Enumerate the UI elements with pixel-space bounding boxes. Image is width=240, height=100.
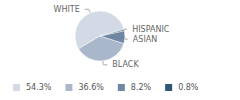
svg-text:HISPANIC: HISPANIC	[132, 25, 170, 34]
svg-text:ASIAN: ASIAN	[133, 35, 157, 44]
svg-text:BLACK: BLACK	[112, 60, 139, 69]
svg-text:0.8%: 0.8%	[178, 83, 199, 92]
svg-text:WHITE: WHITE	[54, 5, 80, 14]
svg-text:54.3%: 54.3%	[26, 83, 52, 92]
svg-text:36.6%: 36.6%	[78, 83, 104, 92]
svg-text:8.2%: 8.2%	[131, 83, 152, 92]
